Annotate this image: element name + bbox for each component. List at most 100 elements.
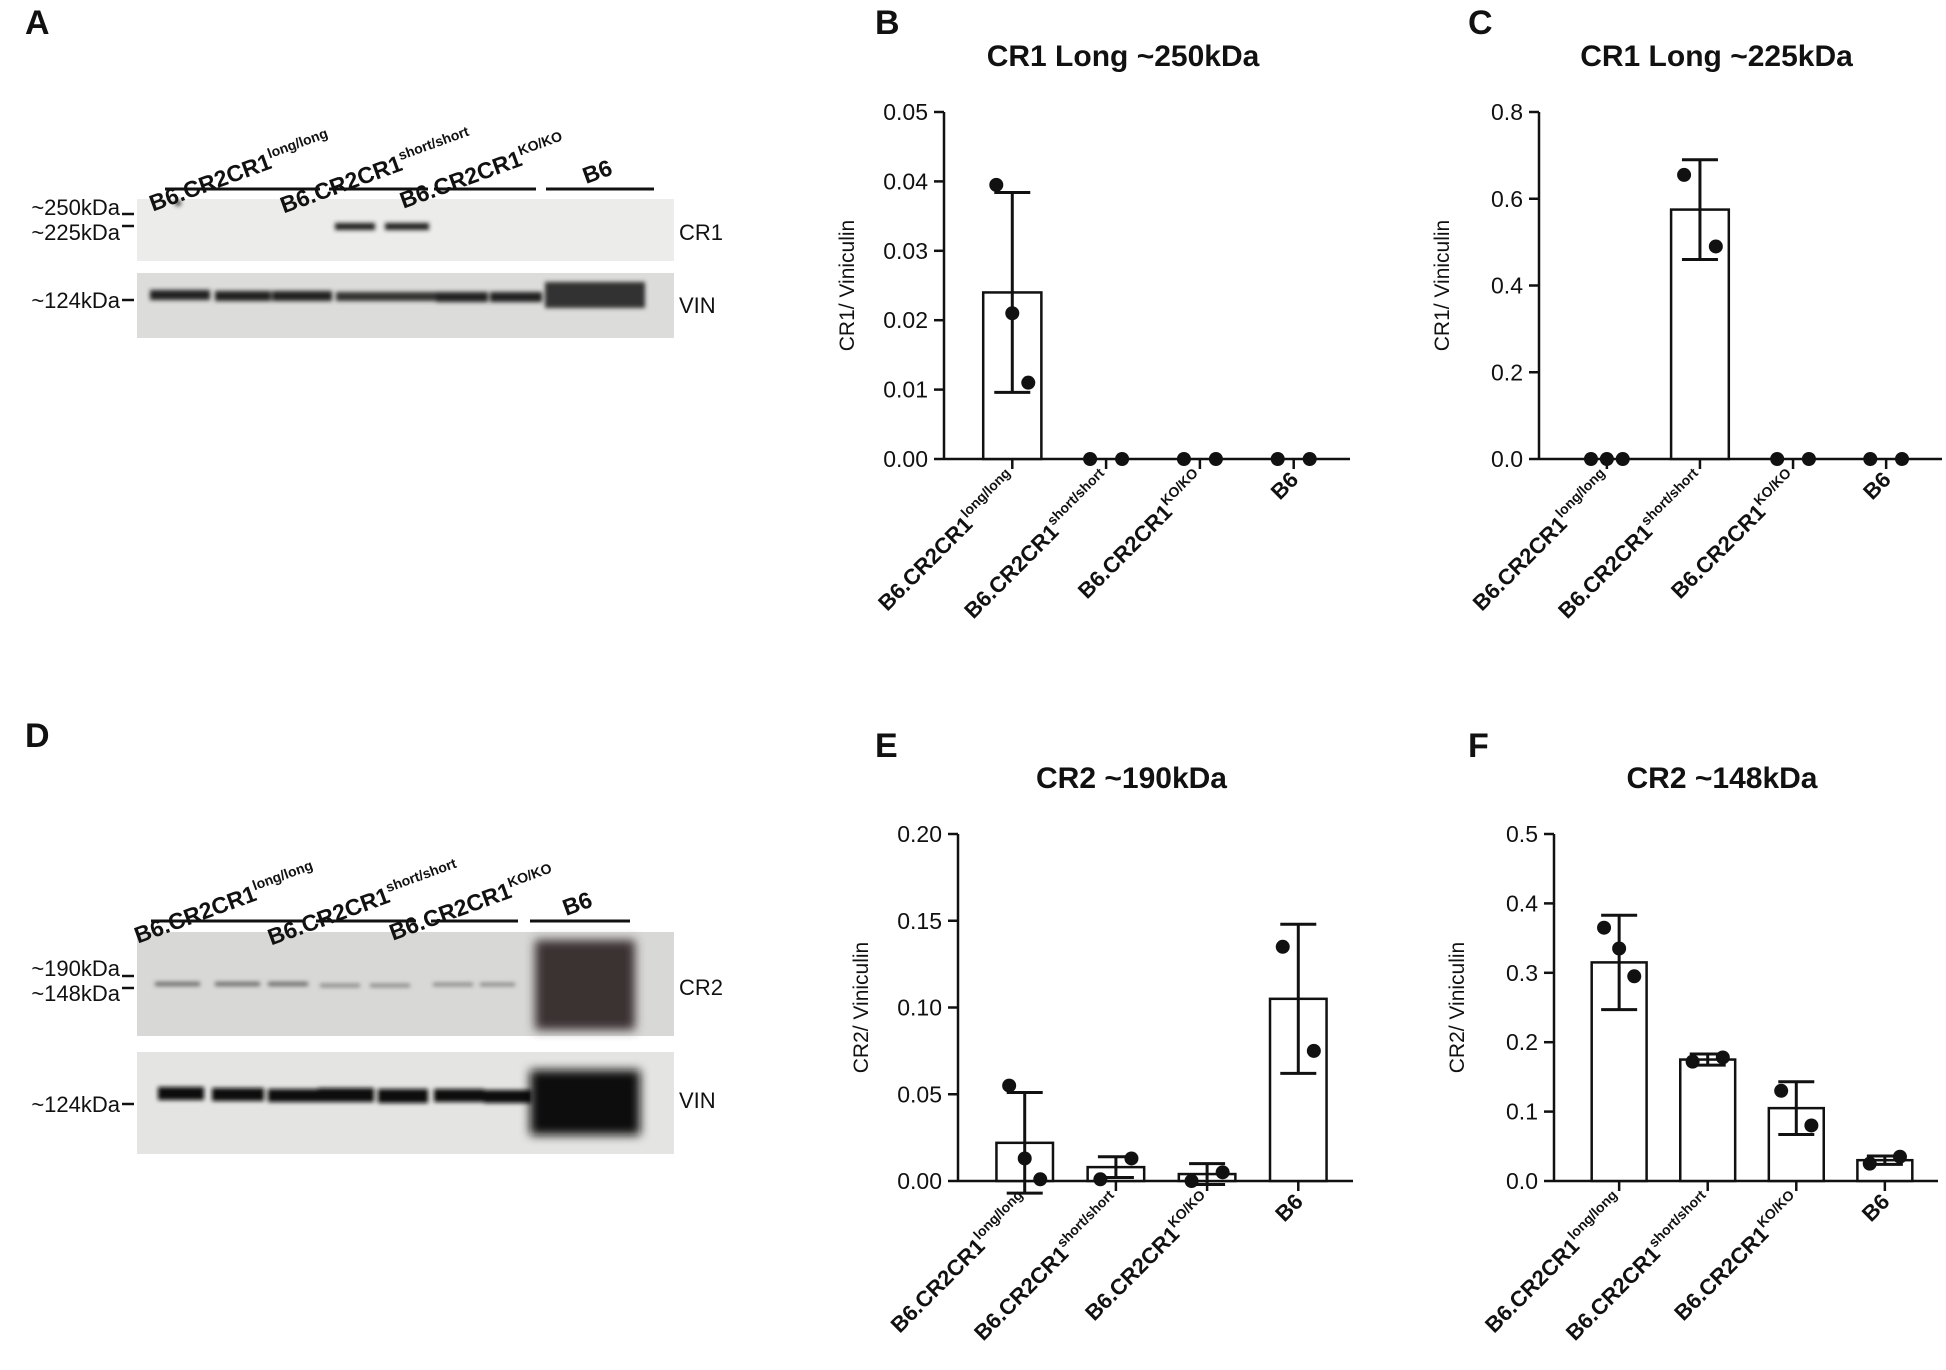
panel-letter: D — [25, 717, 50, 755]
marker-label: ~250kDa — [31, 195, 120, 220]
x-tick-label: B6 — [1857, 1189, 1895, 1227]
y-tick-label: 0.4 — [1491, 273, 1523, 299]
band-label: CR2 — [679, 975, 723, 1000]
lane-label-base: B6 — [579, 154, 616, 188]
y-tick-label: 0.15 — [897, 908, 942, 934]
data-point — [1615, 452, 1630, 466]
x-tick-label: B6.CR2CR1short/short — [1559, 1186, 1718, 1345]
data-point — [1033, 1172, 1048, 1187]
data-point — [1583, 452, 1598, 466]
lane-label-sup: KO/KO — [516, 128, 565, 159]
x-tick-label-sup: long/long — [1552, 465, 1608, 521]
data-point — [1124, 1151, 1139, 1166]
y-tick-label: 0.03 — [883, 238, 928, 264]
x-tick-label-base: B6.CR2CR1 — [1073, 499, 1177, 603]
data-point — [1715, 1050, 1730, 1065]
y-axis-label: CR1/ Viniculin — [836, 220, 859, 352]
band-label: VIN — [679, 293, 716, 318]
chart-title: CR1 Long ~225kDa — [1580, 40, 1853, 73]
data-point — [1804, 1118, 1819, 1133]
x-tick-label-base: B6.CR2CR1 — [1669, 1221, 1773, 1325]
band-label: CR1 — [679, 220, 723, 245]
data-point — [1270, 452, 1285, 466]
blot-d-images — [137, 932, 674, 1154]
x-tick-label-sup: short/short — [1053, 1186, 1117, 1250]
y-tick-label: 0.4 — [1506, 890, 1538, 916]
y-tick-label: 0.01 — [883, 377, 928, 403]
panel-letter: F — [1468, 727, 1489, 765]
y-tick-label: 0.00 — [883, 446, 928, 472]
x-tick-label-sup: long/long — [1564, 1187, 1620, 1243]
y-axis-label: CR2/ Viniculin — [1446, 942, 1469, 1074]
lane-label: B6 — [559, 886, 596, 920]
data-point — [1708, 239, 1723, 254]
y-tick-label: 0.5 — [1506, 821, 1538, 847]
x-tick-label-sup: short/short — [1044, 464, 1108, 528]
lane-label-sup: short/short — [383, 855, 458, 895]
data-point — [1597, 920, 1612, 935]
data-point — [1215, 1165, 1230, 1180]
x-tick-label-base: B6.CR2CR1 — [959, 519, 1063, 623]
x-tick-label-base: B6.CR2CR1 — [1468, 511, 1572, 615]
data-point — [1002, 1078, 1017, 1093]
panel-letter: C — [1468, 4, 1493, 42]
y-tick-label: 0.2 — [1506, 1029, 1538, 1055]
data-point — [1677, 167, 1692, 182]
y-tick-label: 0.8 — [1491, 99, 1523, 125]
x-tick-label-base: B6.CR2CR1 — [1080, 1221, 1184, 1325]
x-tick-label-base: B6.CR2CR1 — [1666, 499, 1770, 603]
data-point — [1801, 452, 1816, 466]
x-tick-label-sup: long/long — [957, 465, 1013, 521]
data-point — [1685, 1054, 1700, 1069]
data-point — [1895, 452, 1910, 466]
x-tick-label-base: B6 — [1858, 467, 1896, 505]
y-tick-label: 0.0 — [1506, 1168, 1538, 1194]
y-tick-label: 0.2 — [1491, 359, 1523, 385]
chart-title: CR2 ~148kDa — [1627, 762, 1818, 795]
lane-label-sup: long/long — [250, 857, 315, 894]
data-point — [1208, 452, 1223, 466]
y-tick-label: 0.02 — [883, 307, 928, 333]
x-tick-label-sup: KO/KO — [1750, 465, 1794, 509]
band-label: VIN — [679, 1088, 716, 1113]
panel-letter: B — [875, 4, 900, 42]
data-point — [1115, 452, 1130, 466]
data-point — [1774, 1083, 1789, 1098]
x-tick-label: B6 — [1858, 467, 1896, 505]
chart-title: CR1 Long ~250kDa — [987, 40, 1260, 73]
data-point — [1017, 1151, 1032, 1166]
y-axis-label: CR2/ Viniculin — [850, 942, 873, 1074]
y-tick-label: 0.10 — [897, 995, 942, 1021]
chart-title: CR2 ~190kDa — [1036, 762, 1227, 795]
y-tick-label: 0.00 — [897, 1168, 942, 1194]
data-point — [1892, 1149, 1907, 1164]
x-tick-label-base: B6.CR2CR1 — [1553, 519, 1657, 623]
marker-label: ~124kDa — [31, 288, 120, 313]
marker-label: ~124kDa — [31, 1092, 120, 1117]
data-point — [1863, 452, 1878, 466]
data-point — [1627, 969, 1642, 984]
x-tick-label-base: B6 — [1857, 1189, 1895, 1227]
x-tick-label-sup: KO/KO — [1157, 465, 1201, 509]
y-tick-label: 0.04 — [883, 168, 928, 194]
data-point — [1612, 941, 1627, 956]
x-tick-label-base: B6 — [1266, 467, 1304, 505]
data-point — [1005, 306, 1020, 321]
marker-label: ~190kDa — [31, 956, 120, 981]
x-tick-label: B6 — [1266, 467, 1304, 505]
y-tick-label: 0.3 — [1506, 960, 1538, 986]
y-tick-label: 0.0 — [1491, 446, 1523, 472]
data-point — [1184, 1174, 1199, 1188]
blot-a-images — [137, 199, 674, 338]
y-tick-label: 0.1 — [1506, 1099, 1538, 1125]
lane-label-sup: short/short — [396, 123, 471, 163]
y-tick-label: 0.20 — [897, 821, 942, 847]
x-tick-label-sup: long/long — [970, 1187, 1026, 1243]
y-tick-label: 0.6 — [1491, 186, 1523, 212]
x-tick-label-base: B6.CR2CR1 — [873, 511, 977, 615]
y-axis-label: CR1/ Viniculin — [1431, 220, 1454, 352]
panel-letter: E — [875, 727, 898, 765]
lane-label-sup: long/long — [265, 125, 330, 162]
x-tick-label-base: B6 — [1270, 1189, 1308, 1227]
